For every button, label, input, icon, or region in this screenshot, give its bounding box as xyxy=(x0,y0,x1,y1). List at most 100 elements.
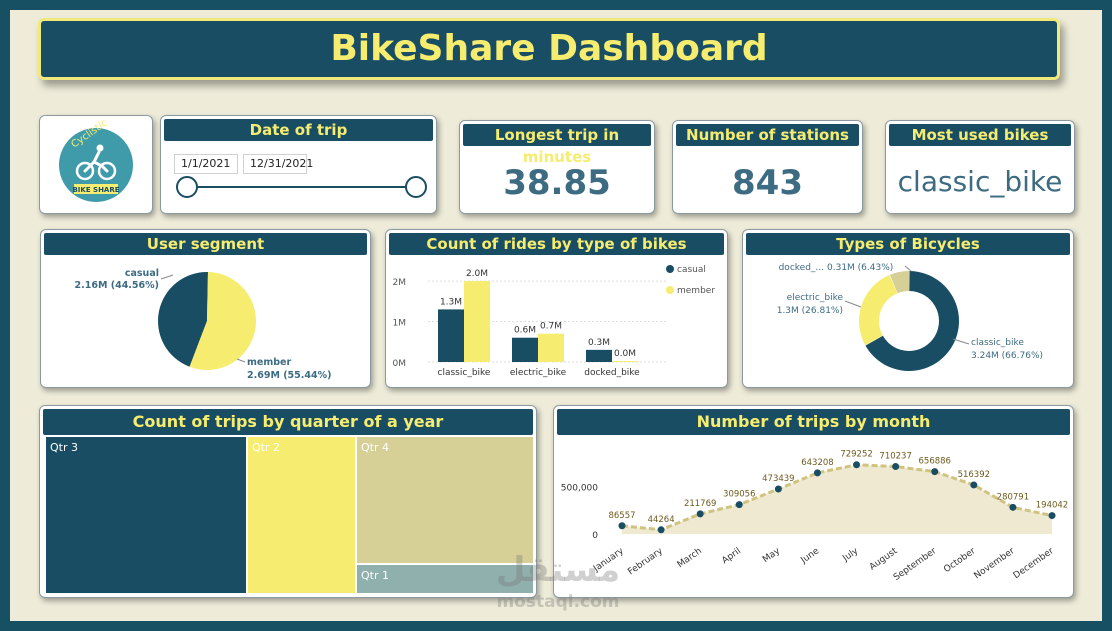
area-data-label: 710237 xyxy=(879,452,911,462)
trips-by-month-area-chart: 0500,00086557January44264February211769M… xyxy=(561,450,1068,583)
treemap-cell-qtr-1: Qtr 1 xyxy=(357,565,533,593)
area-data-label: 280791 xyxy=(997,492,1029,502)
area-point xyxy=(735,501,743,509)
x-tick-label: March xyxy=(676,546,704,570)
x-tick-label: docked_bike xyxy=(584,368,640,378)
logo-circle xyxy=(59,128,133,202)
donut-label-category: docked_... xyxy=(779,263,824,273)
bike-wheel-right-icon xyxy=(97,161,117,181)
treemap-cell-qtr-3: Qtr 3 xyxy=(46,437,246,593)
treemap-cell-label: Qtr 2 xyxy=(252,441,280,454)
bicycle-types-card: Types of Bicycles classic_bike 3.24M (66.… xyxy=(742,229,1074,388)
bar-data-label: 1.3M xyxy=(440,297,462,307)
logo-bottom-text: BIKE SHARE xyxy=(72,186,119,194)
y-tick-label: 0M xyxy=(393,359,407,369)
area-point xyxy=(931,468,939,476)
bar-member-docked_bike xyxy=(612,361,638,362)
kpi-label: Longest trip in minutes xyxy=(463,124,651,166)
kpi-value: 38.85 xyxy=(503,163,611,203)
area-data-label: 309056 xyxy=(723,490,755,500)
pie-label-value: 2.16M (44.56%) xyxy=(75,280,159,291)
x-tick-label: classic_bike xyxy=(438,368,491,378)
donut-label-category: classic_bike xyxy=(971,338,1024,348)
area-point xyxy=(618,522,626,530)
date-slider-handle-start[interactable] xyxy=(176,176,198,198)
treemap-cell-label: Qtr 3 xyxy=(50,441,78,454)
bar-member-electric_bike xyxy=(538,333,564,362)
bar-casual-docked_bike xyxy=(586,349,612,362)
area-data-label: 656886 xyxy=(919,457,951,467)
x-tick-label: April xyxy=(720,546,743,566)
bar-data-label: 0.0M xyxy=(614,349,636,359)
kpi-card-bikes: Most used bikes classic_bike xyxy=(885,120,1075,214)
pie-leader-line xyxy=(160,274,174,280)
area-line xyxy=(621,463,1053,532)
x-tick-label: August xyxy=(868,546,900,573)
logo-card: Cyclistic BIKE SHARE xyxy=(39,115,153,214)
watermark: مستقل mostaql.com xyxy=(488,548,628,618)
treemap-cell-label: Qtr 4 xyxy=(361,441,389,454)
pie-label-category: casual xyxy=(125,268,159,279)
area-data-label: 211769 xyxy=(684,499,716,509)
date-end-input[interactable]: 12/31/2021 xyxy=(243,154,313,174)
legend-label: member xyxy=(677,286,715,296)
kpi-value: classic_bike xyxy=(897,165,1063,198)
date-slicer-title: Date of trip xyxy=(164,119,433,141)
area-point xyxy=(813,469,821,477)
bar-casual-classic_bike xyxy=(438,309,464,362)
area-data-label: 643208 xyxy=(801,458,833,468)
x-tick-label: June xyxy=(799,546,822,566)
x-tick-label: October xyxy=(942,546,977,575)
chart-title: Count of rides by type of bikes xyxy=(389,233,724,255)
donut-leader-line xyxy=(904,265,912,272)
rider-body-icon xyxy=(83,150,109,173)
date-slider-track xyxy=(187,186,417,188)
watermark-arabic: مستقل xyxy=(495,550,621,590)
area-point xyxy=(970,481,978,489)
rides-by-type-card: Count of rides by type of bikes 0M 1M 2M 1.… xyxy=(385,229,728,388)
bar-casual-electric_bike xyxy=(512,337,538,362)
date-start-input[interactable]: 1/1/2021 xyxy=(174,154,238,174)
area-point xyxy=(696,510,704,518)
treemap-cell-qtr-4: Qtr 4 xyxy=(357,437,533,563)
area-point xyxy=(853,461,861,469)
area-point xyxy=(774,485,782,493)
donut-label-value: 0.31M (6.43%) xyxy=(827,263,893,273)
y-tick-label: 2M xyxy=(393,278,407,288)
watermark-latin: mostaql.com xyxy=(496,592,620,612)
pie-leader-line xyxy=(236,358,246,363)
bar-data-label: 0.7M xyxy=(540,322,562,332)
kpi-value: 843 xyxy=(732,163,803,203)
chart-title: Number of trips by month xyxy=(557,409,1070,435)
y-tick-label: 500,000 xyxy=(561,484,598,494)
quarter-treemap: Qtr 3 Qtr 2 Qtr 4 Qtr 1 xyxy=(46,437,533,593)
area-fill xyxy=(622,464,1052,534)
area-data-label: 473439 xyxy=(762,474,794,484)
kpi-label: Number of stations xyxy=(676,124,859,146)
donut-leader-line xyxy=(844,300,862,308)
bicycle-types-donut-chart: classic_bike 3.24M (66.76%) electric_bike 1… xyxy=(777,263,1043,371)
x-tick-label: September xyxy=(892,546,939,583)
bike-wheel-left-icon xyxy=(75,161,95,181)
chart-title: Types of Bicycles xyxy=(746,233,1070,255)
date-slider-handle-end[interactable] xyxy=(405,176,427,198)
y-tick-label: 1M xyxy=(393,319,407,329)
pie-slice-casual xyxy=(158,272,208,367)
quarter-treemap-card: Count of trips by quarter of a year Qtr … xyxy=(39,405,537,598)
kpi-card-longest-trip: Longest trip in minutes 38.85 xyxy=(459,120,655,214)
pie-label-value: 2.69M (55.44%) xyxy=(247,370,331,381)
legend-label: casual xyxy=(677,265,706,275)
rides-by-type-bar-chart: 0M 1M 2M 1.3M 2.0M classic_bike 0.6M 0.7M electr… xyxy=(393,265,715,378)
trips-by-month-card: Number of trips by month 0 500,000 86557 Ja… xyxy=(553,405,1074,598)
kpi-label: Most used bikes xyxy=(889,124,1071,146)
area-data-label: 86557 xyxy=(608,511,635,521)
bar-member-classic_bike xyxy=(464,281,490,362)
donut-slice-docked_... xyxy=(889,271,909,294)
donut-slice-electric_bike xyxy=(859,274,898,346)
bar-data-label: 2.0M xyxy=(466,269,488,279)
user-segment-card: User segment casual 2.16M (44.56%) member 2… xyxy=(40,229,371,388)
area-data-label: 729252 xyxy=(840,450,872,460)
donut-label-value: 1.3M (26.81%) xyxy=(777,306,843,316)
legend-marker-casual xyxy=(666,265,674,273)
